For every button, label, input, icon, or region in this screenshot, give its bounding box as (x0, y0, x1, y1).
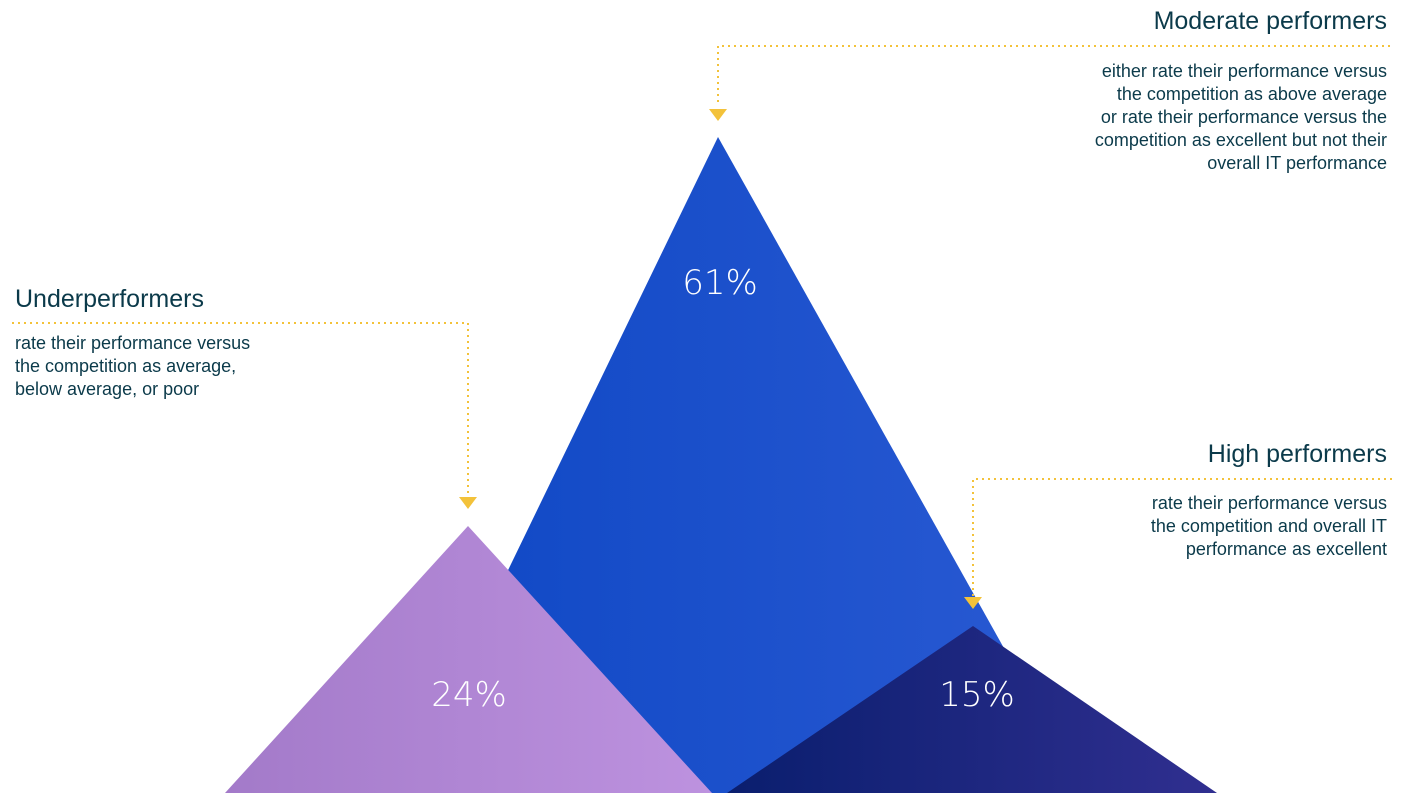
under-title: Underperformers (15, 285, 204, 313)
under-desc-line: rate their performance versus (15, 333, 251, 353)
high-connector (972, 478, 1392, 597)
high-title: High performers (1207, 440, 1387, 468)
moderate-desc-line: competition as excellent but not their (1094, 130, 1387, 150)
under-description: rate their performance versus the compet… (15, 332, 250, 401)
under-connector (12, 322, 469, 495)
moderate-connector (717, 45, 1390, 106)
high-desc-line: performance as excellent (1185, 539, 1387, 559)
moderate-percent: 61% (682, 263, 758, 303)
high-peak (727, 626, 1217, 793)
moderate-title: Moderate performers (1153, 7, 1387, 35)
moderate-arrow-icon (709, 109, 727, 121)
high-arrow-icon (964, 597, 982, 609)
moderate-desc-line: overall IT performance (1207, 153, 1387, 173)
under-desc-line: the competition as average, (15, 356, 237, 376)
high-desc-line: the competition and overall IT (1150, 516, 1387, 536)
high-description: rate their performance versus the compet… (1151, 492, 1387, 561)
moderate-desc-line: the competition as above average (1116, 84, 1387, 104)
under-desc-line: below average, or poor (15, 379, 200, 399)
moderate-description: either rate their performance versus the… (1095, 60, 1387, 175)
under-peak (225, 526, 712, 793)
high-desc-line: rate their performance versus (1151, 493, 1387, 513)
under-arrow-icon (459, 497, 477, 509)
under-percent: 24% (431, 675, 507, 715)
moderate-desc-line: either rate their performance versus (1101, 61, 1387, 81)
high-percent: 15% (939, 675, 1015, 715)
moderate-peak (400, 137, 1085, 793)
moderate-desc-line: or rate their performance versus the (1100, 107, 1387, 127)
